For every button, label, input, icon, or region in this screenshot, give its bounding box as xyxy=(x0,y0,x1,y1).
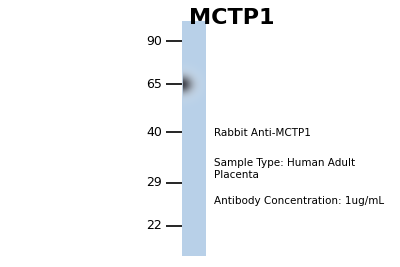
Text: Rabbit Anti-MCTP1: Rabbit Anti-MCTP1 xyxy=(214,128,311,138)
Text: 22: 22 xyxy=(146,219,162,232)
Text: Sample Type: Human Adult
Placenta: Sample Type: Human Adult Placenta xyxy=(214,158,355,180)
Text: 65: 65 xyxy=(146,78,162,91)
Text: MCTP1: MCTP1 xyxy=(189,8,275,28)
Text: 29: 29 xyxy=(146,176,162,189)
Text: Antibody Concentration: 1ug/mL: Antibody Concentration: 1ug/mL xyxy=(214,196,384,206)
Text: 40: 40 xyxy=(146,126,162,139)
Text: 90: 90 xyxy=(146,35,162,48)
Bar xyxy=(182,21,206,256)
